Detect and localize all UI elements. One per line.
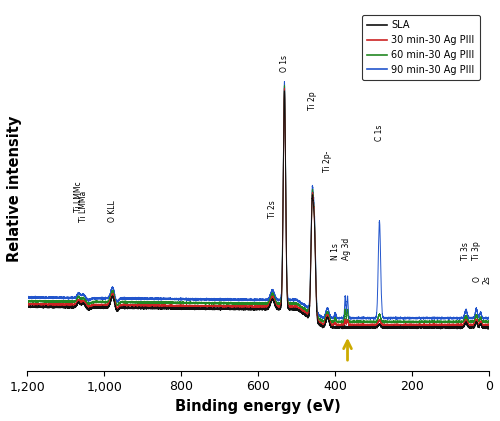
60 min-30 Ag PIII xyxy=(93,300,99,305)
60 min-30 Ag PIII xyxy=(282,83,288,88)
30 min-30 Ag PIII xyxy=(305,312,311,317)
Text: O KLL: O KLL xyxy=(108,200,118,221)
60 min-30 Ag PIII xyxy=(486,320,492,325)
Text: Ti 3p: Ti 3p xyxy=(472,242,481,260)
60 min-30 Ag PIII xyxy=(49,298,55,303)
Line: 90 min-30 Ag PIII: 90 min-30 Ag PIII xyxy=(28,81,489,320)
60 min-30 Ag PIII xyxy=(144,300,150,305)
SLA xyxy=(282,88,288,93)
Text: N 1s: N 1s xyxy=(330,243,340,260)
Text: Ti 2p: Ti 2p xyxy=(308,91,316,109)
30 min-30 Ag PIII xyxy=(486,322,492,328)
30 min-30 Ag PIII xyxy=(93,303,99,308)
Text: Ti LMMa: Ti LMMa xyxy=(79,190,88,221)
90 min-30 Ag PIII xyxy=(486,316,492,321)
SLA xyxy=(268,301,274,306)
90 min-30 Ag PIII xyxy=(400,317,406,322)
Text: Ag 3d: Ag 3d xyxy=(342,238,351,260)
Y-axis label: Relative intensity: Relative intensity xyxy=(7,116,22,262)
Line: SLA: SLA xyxy=(28,91,489,329)
SLA xyxy=(486,325,492,330)
30 min-30 Ag PIII xyxy=(282,86,288,91)
90 min-30 Ag PIII xyxy=(24,295,30,300)
30 min-30 Ag PIII xyxy=(24,301,30,306)
90 min-30 Ag PIII xyxy=(144,296,150,301)
60 min-30 Ag PIII xyxy=(382,321,388,326)
90 min-30 Ag PIII xyxy=(268,292,274,297)
60 min-30 Ag PIII xyxy=(268,295,274,300)
Text: Ti 2p-: Ti 2p- xyxy=(323,150,332,172)
Legend: SLA, 30 min-30 Ag PIII, 60 min-30 Ag PIII, 90 min-30 Ag PIII: SLA, 30 min-30 Ag PIII, 60 min-30 Ag PII… xyxy=(362,16,480,80)
60 min-30 Ag PIII xyxy=(305,309,311,314)
Text: Ti LMMc: Ti LMMc xyxy=(74,181,83,212)
Text: Ti 3s: Ti 3s xyxy=(462,242,470,260)
30 min-30 Ag PIII xyxy=(400,324,406,329)
SLA xyxy=(24,304,30,309)
SLA xyxy=(261,306,267,312)
30 min-30 Ag PIII xyxy=(49,301,55,306)
Text: O
2s: O 2s xyxy=(472,275,492,284)
SLA xyxy=(93,305,99,310)
SLA xyxy=(305,314,311,320)
60 min-30 Ag PIII xyxy=(261,301,267,306)
Line: 30 min-30 Ag PIII: 30 min-30 Ag PIII xyxy=(28,88,489,326)
Text: Ti 2s: Ti 2s xyxy=(268,201,277,218)
Text: C 1s: C 1s xyxy=(375,124,384,141)
90 min-30 Ag PIII xyxy=(93,296,99,301)
X-axis label: Binding energy (eV): Binding energy (eV) xyxy=(176,399,341,414)
SLA xyxy=(144,306,150,311)
30 min-30 Ag PIII xyxy=(144,303,150,308)
Line: 60 min-30 Ag PIII: 60 min-30 Ag PIII xyxy=(28,85,489,323)
Text: O 1s: O 1s xyxy=(280,55,289,72)
90 min-30 Ag PIII xyxy=(282,79,288,84)
90 min-30 Ag PIII xyxy=(261,298,267,303)
SLA xyxy=(49,304,55,309)
SLA xyxy=(485,327,491,332)
30 min-30 Ag PIII xyxy=(268,298,274,304)
60 min-30 Ag PIII xyxy=(24,298,30,304)
90 min-30 Ag PIII xyxy=(49,295,55,300)
90 min-30 Ag PIII xyxy=(305,305,311,310)
30 min-30 Ag PIII xyxy=(261,304,267,309)
